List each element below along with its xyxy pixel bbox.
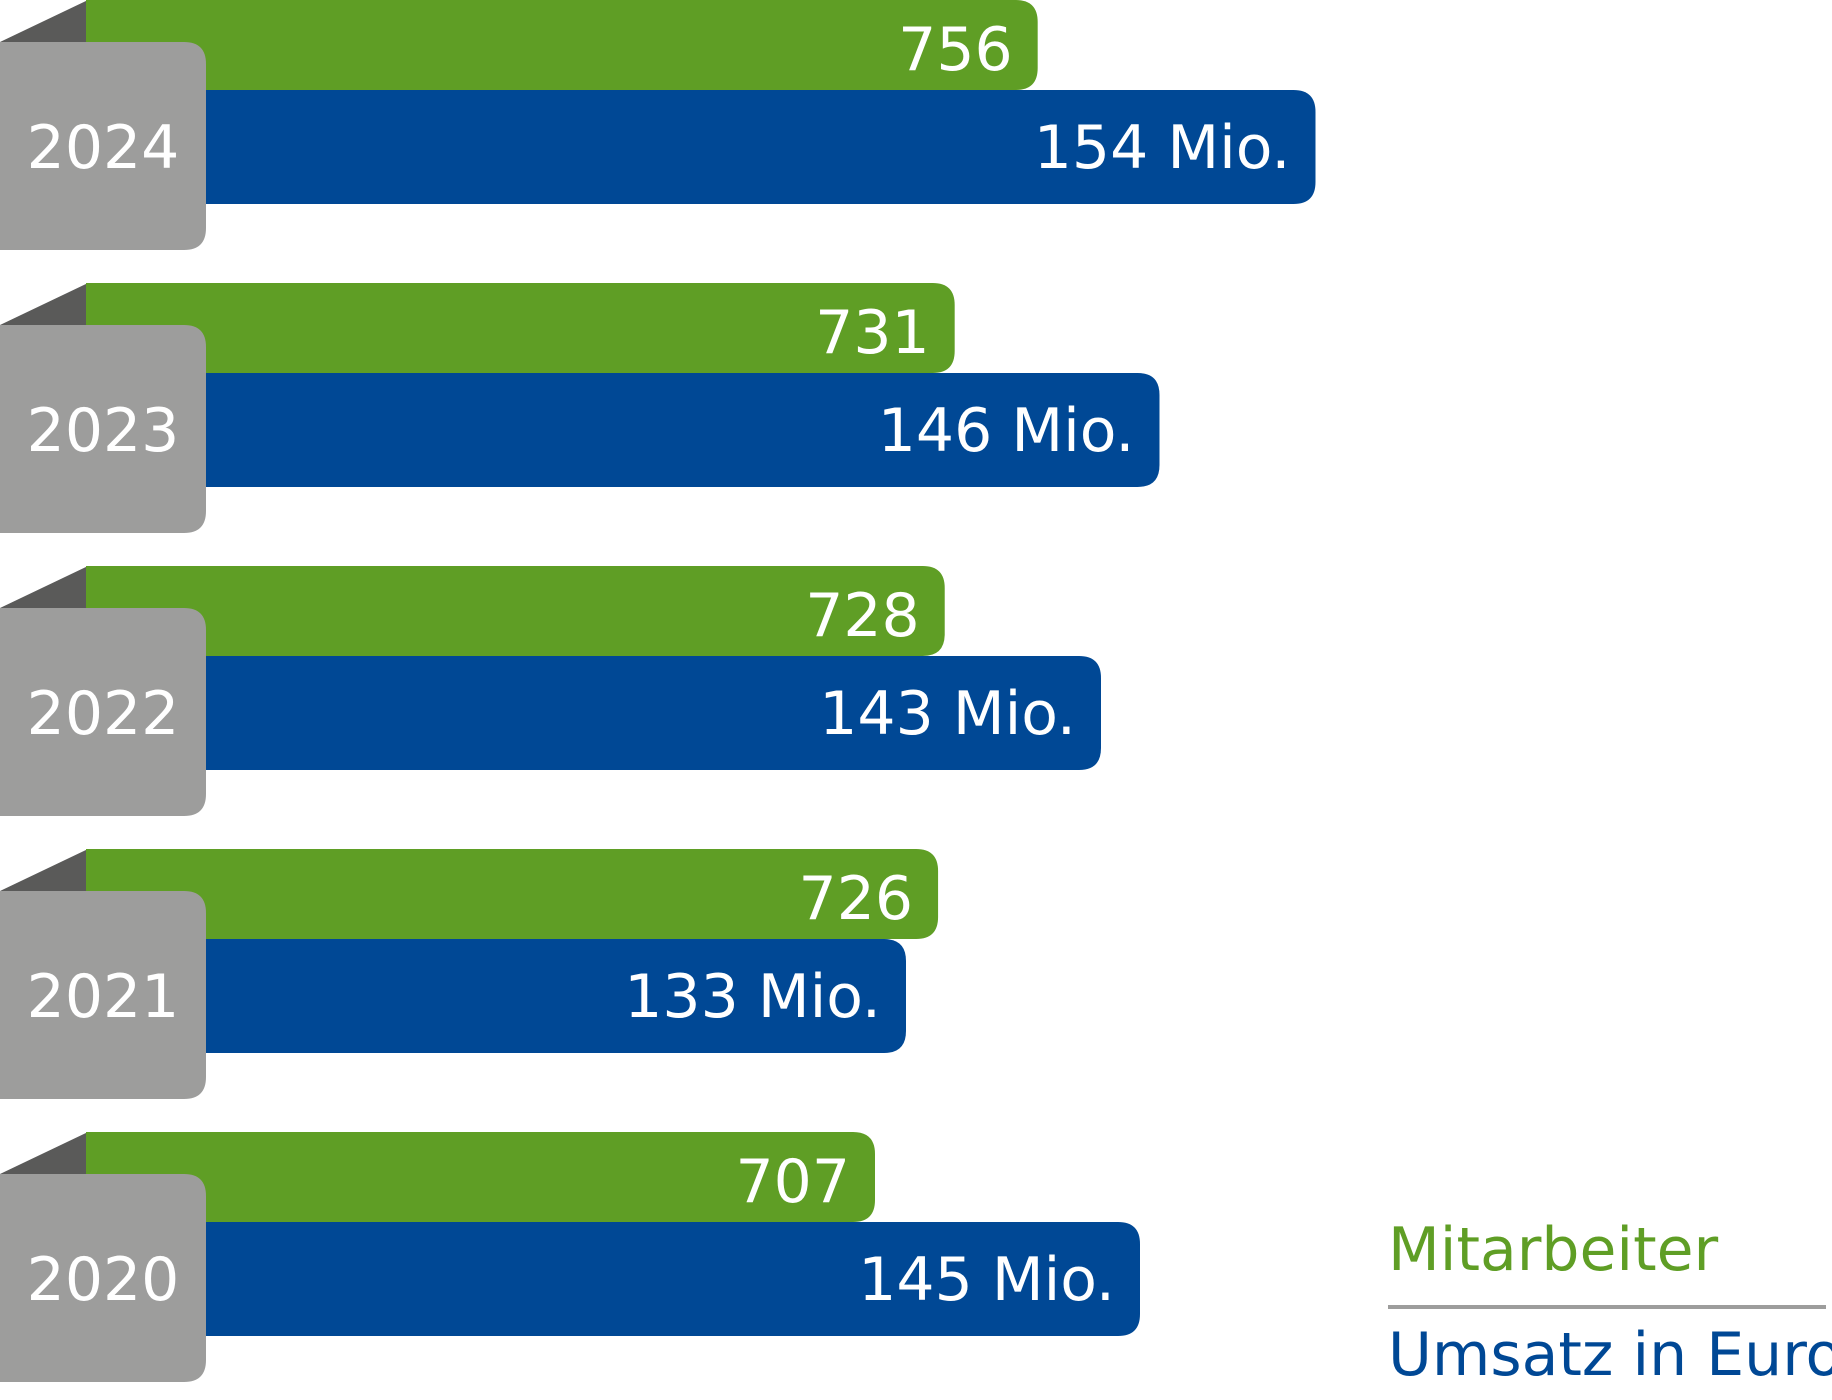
bar-staff-2020 <box>86 1132 875 1222</box>
revenue-value-label: 154 Mio. <box>1034 113 1291 183</box>
bar-revenue-2024 <box>206 90 1316 204</box>
legend-revenue: Umsatz in Euro <box>1388 1320 1832 1390</box>
year-label: 2021 <box>27 962 180 1032</box>
year-tab-2022 <box>0 608 206 816</box>
year-tab-2023 <box>0 325 206 533</box>
tab-fold <box>0 0 88 42</box>
revenue-value-label: 146 Mio. <box>878 396 1135 466</box>
bar-revenue-2020 <box>206 1222 1140 1336</box>
revenue-value-label: 145 Mio. <box>858 1245 1115 1315</box>
year-label: 2023 <box>27 396 180 466</box>
staff-value-label: 756 <box>898 15 1013 85</box>
bar-revenue-2023 <box>206 373 1160 487</box>
staff-value-label: 728 <box>805 581 920 651</box>
bar-revenue-2022 <box>206 656 1101 770</box>
bar-staff-2022 <box>86 566 945 656</box>
tab-fold <box>0 1132 88 1174</box>
tab-fold <box>0 849 88 891</box>
staff-value-label: 726 <box>799 864 914 934</box>
revenue-value-label: 143 Mio. <box>819 679 1076 749</box>
year-tab-2024 <box>0 42 206 250</box>
bar-staff-2024 <box>86 0 1038 90</box>
revenue-value-label: 133 Mio. <box>624 962 881 1032</box>
tab-fold <box>0 283 88 325</box>
staff-value-label: 731 <box>815 298 930 368</box>
staff-value-label: 707 <box>735 1147 850 1217</box>
legend-divider <box>1388 1305 1826 1309</box>
bar-staff-2023 <box>86 283 955 373</box>
year-label: 2022 <box>27 679 180 749</box>
bar-revenue-2021 <box>206 939 906 1053</box>
legend-staff: Mitarbeiter <box>1388 1215 1719 1285</box>
tab-fold <box>0 566 88 608</box>
year-tab-2021 <box>0 891 206 1099</box>
year-label: 2020 <box>27 1245 180 1315</box>
year-tab-2020 <box>0 1174 206 1382</box>
bar-staff-2021 <box>86 849 939 939</box>
year-label: 2024 <box>27 113 180 183</box>
